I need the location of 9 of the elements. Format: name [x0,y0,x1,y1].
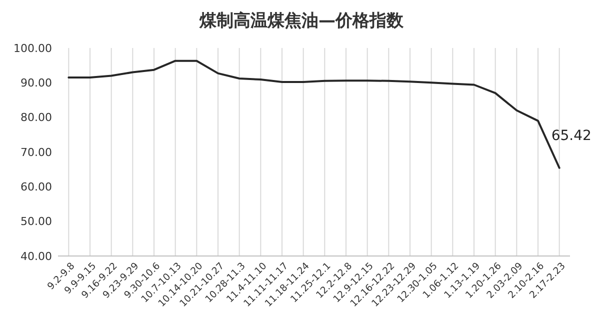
y-tick-label: 40.00 [20,250,52,263]
y-tick-label: 70.00 [20,146,52,159]
y-tick-label: 90.00 [20,76,52,90]
y-tick-label: 100.00 [14,42,52,55]
y-tick-label: 80.00 [20,111,52,124]
chart-title: 煤制高温煤焦油—价格指数 [198,11,404,31]
data-label: 65.42 [551,128,592,144]
y-tick-label: 50.00 [20,215,52,228]
y-tick-label: 60.00 [20,180,52,194]
